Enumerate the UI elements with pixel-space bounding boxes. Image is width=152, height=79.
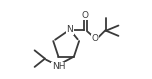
Text: NH: NH: [52, 62, 65, 71]
Text: O: O: [82, 11, 89, 20]
Text: O: O: [92, 34, 99, 43]
Text: N: N: [66, 25, 73, 34]
